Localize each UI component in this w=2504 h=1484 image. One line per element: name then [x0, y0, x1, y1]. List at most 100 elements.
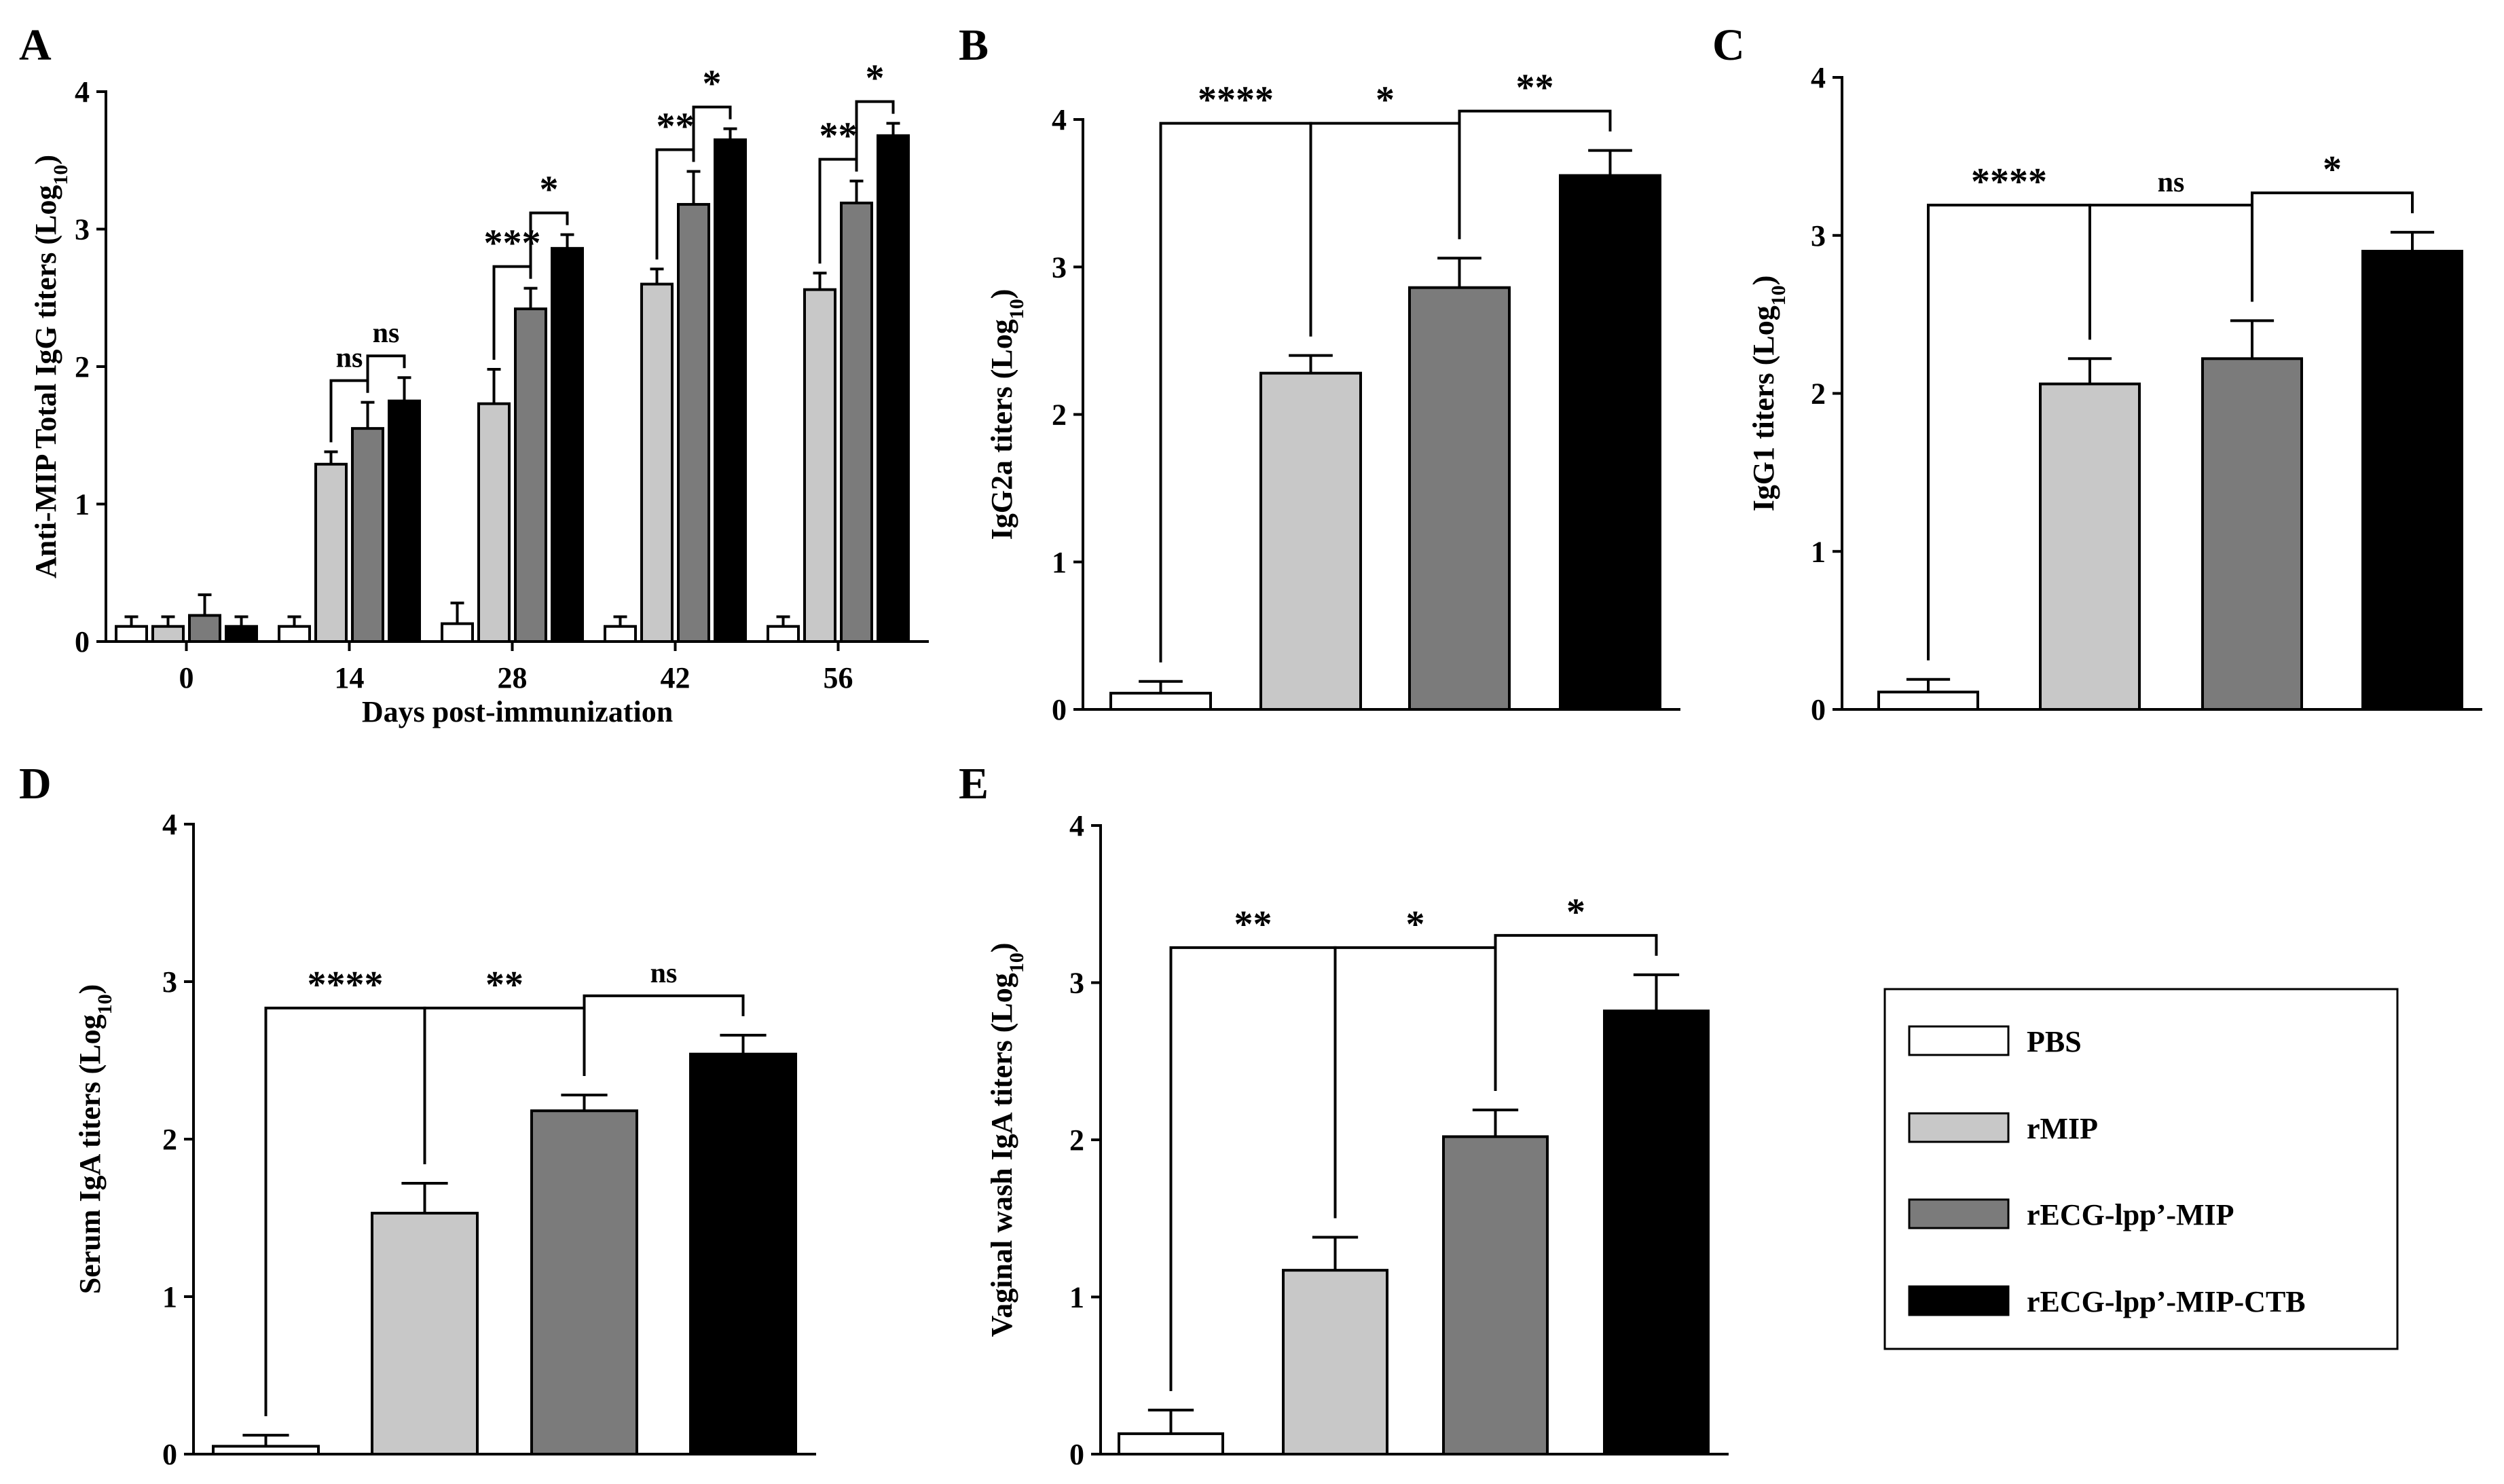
- significance-label: ****: [1971, 161, 2047, 203]
- legend-swatch-pbs: [1908, 1025, 2010, 1056]
- bar-recg-lpp-mip-ctb-bar: [689, 1052, 797, 1455]
- y-tick-label: 2: [1069, 1124, 1084, 1157]
- significance-bracket: [855, 100, 895, 172]
- legend-label-recg-lpp-mip-ctb: rECG-lpp’-MIP-CTB: [2027, 1285, 2306, 1318]
- bar-pbs-bar: [1877, 690, 1979, 711]
- legend-label-pbs: PBS: [2027, 1025, 2082, 1058]
- significance-label: ****: [308, 964, 384, 1006]
- y-axis-title-subscript: 10: [94, 994, 116, 1014]
- y-tick-label: 0: [1052, 693, 1067, 726]
- y-tick-label: 3: [1069, 967, 1084, 1000]
- y-tick-label: 4: [75, 75, 90, 109]
- legend-swatch-recg-lpp-mip: [1908, 1198, 2010, 1229]
- significance-bracket: [529, 211, 569, 279]
- y-tick-label: 0: [162, 1438, 177, 1471]
- day-42-pbs-bar: [604, 625, 637, 643]
- bar-recg-lpp-mip-ctb-bar: [1603, 1009, 1710, 1456]
- y-axis-title-subscript: 10: [50, 165, 72, 185]
- day-56-pbs-bar: [767, 625, 800, 643]
- panel-letter-e: E: [959, 759, 989, 809]
- day-14-pbs-bar: [278, 625, 311, 643]
- y-axis-title: Serum IgA titers (Log10): [73, 984, 116, 1295]
- significance-label: ns: [2158, 167, 2185, 198]
- day-14-recg-lpp-mip-ctb-bar: [388, 399, 421, 643]
- bar-rmip-bar: [2039, 382, 2141, 711]
- y-tick-label: 3: [162, 965, 177, 999]
- day-42-recg-lpp-mip-ctb-bar: [714, 138, 747, 643]
- day-56-recg-lpp-mip-ctb-bar: [877, 134, 910, 644]
- y-tick-label: 2: [1052, 398, 1067, 432]
- significance-bracket: [366, 354, 406, 393]
- legend-swatch-recg-lpp-mip-ctb: [1908, 1285, 2010, 1316]
- y-tick-label: 2: [1811, 377, 1826, 411]
- significance-bracket: [583, 994, 745, 1077]
- y-tick-label: 4: [1052, 103, 1067, 136]
- y-axis-title-text: IgG1 titers (Log: [1747, 305, 1780, 511]
- significance-bracket: [1458, 109, 1612, 240]
- x-tick-label: 56: [824, 661, 853, 694]
- panel-a-total-igg-chart: 0 1 2 3 4 Anti-MIP Total IgG titers (Log10) 0 1…: [29, 58, 929, 728]
- bar-recg-lpp-mip-ctb-bar: [1559, 174, 1661, 711]
- y-tick-label: 1: [1811, 535, 1826, 568]
- significance-label: **: [820, 115, 858, 157]
- y-tick-label: 1: [162, 1280, 177, 1314]
- y-tick-label: 3: [1052, 251, 1067, 284]
- y-tick-label: 0: [1811, 693, 1826, 726]
- y-tick-label: 1: [1069, 1281, 1084, 1314]
- y-axis-title: IgG1 titers (Log10): [1747, 276, 1790, 512]
- y-tick-label: 2: [75, 350, 90, 384]
- y-tick-label: 1: [75, 488, 90, 521]
- day-28-rmip-bar: [477, 402, 511, 643]
- y-axis-title-paren: ): [73, 984, 107, 995]
- panel-letter-b: B: [959, 20, 989, 70]
- significance-bracket: [692, 105, 732, 162]
- bar-rmip-bar: [1282, 1269, 1388, 1456]
- bar-recg-lpp-mip-ctb-bar: [2361, 250, 2463, 711]
- legend: PBS rMIP rECG-lpp’-MIP rECG-lpp’-MIP-CTB: [1883, 988, 2399, 1350]
- significance-bracket: [2251, 191, 2414, 302]
- y-axis-title-subscript: 10: [1006, 299, 1028, 319]
- day-0-recg-lpp-mip-bar: [188, 614, 221, 644]
- day-42-rmip-bar: [640, 282, 674, 643]
- x-tick-label: 28: [498, 661, 528, 694]
- y-axis-title-subscript: 10: [1767, 285, 1790, 305]
- panel-letter-a: A: [19, 20, 52, 70]
- day-0-rmip-bar: [151, 625, 185, 643]
- panel-letter-c: C: [1712, 20, 1745, 70]
- y-axis-title-paren: ): [985, 289, 1018, 299]
- y-tick-label: 4: [1811, 61, 1826, 94]
- y-tick-label: 4: [1069, 809, 1084, 842]
- panel-letter-d: D: [19, 759, 52, 809]
- y-tick-label: 3: [75, 213, 90, 246]
- y-tick-label: 2: [162, 1123, 177, 1156]
- bar-rmip-bar: [371, 1212, 479, 1456]
- significance-label: *: [1406, 904, 1425, 946]
- y-axis-title: IgG2a titers (Log10): [985, 289, 1028, 540]
- y-axis-title-paren: ): [985, 943, 1018, 953]
- y-tick-label: 0: [75, 625, 90, 658]
- y-tick-label: 1: [1052, 546, 1067, 579]
- bar-pbs-bar: [212, 1445, 320, 1455]
- x-tick-label: 42: [661, 661, 691, 694]
- significance-label: **: [657, 105, 695, 147]
- day-28-recg-lpp-mip-ctb-bar: [551, 246, 584, 644]
- y-axis-title-paren: ): [29, 155, 62, 165]
- y-axis-title: Vaginal wash IgA titers (Log10): [985, 943, 1028, 1337]
- significance-label: ns: [650, 958, 678, 989]
- significance-label: *: [703, 63, 722, 105]
- significance-label: **: [485, 964, 523, 1006]
- x-axis-title: Days post-immunization: [362, 695, 673, 728]
- significance-label: *: [1376, 79, 1395, 122]
- x-tick-label: 0: [179, 661, 194, 694]
- panel-c-igg1-chart: 0 1 2 3 4 IgG1 titers (Log10) **** ns *: [1747, 61, 2482, 726]
- bar-recg-lpp-mip-bar: [530, 1109, 638, 1455]
- day-28-recg-lpp-mip-bar: [514, 307, 547, 643]
- day-56-rmip-bar: [803, 288, 836, 644]
- significance-label: ****: [1198, 79, 1274, 122]
- y-axis-title-text: IgG2a titers (Log: [985, 319, 1018, 540]
- legend-swatch-rmip: [1908, 1112, 2010, 1143]
